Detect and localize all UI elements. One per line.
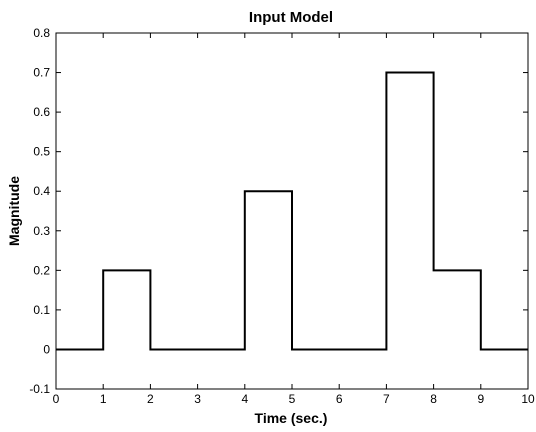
x-axis: 0 1 2 3 4 5 6 7 8 9 10 <box>53 33 535 406</box>
y-tick-label: -0.1 <box>29 382 50 396</box>
x-tick-label: 8 <box>430 392 437 406</box>
x-tick-label: 2 <box>147 392 154 406</box>
x-tick-label: 9 <box>477 392 484 406</box>
y-tick-label: 0.8 <box>33 26 50 40</box>
y-tick-label: 0.6 <box>33 105 50 119</box>
x-axis-label: Time (sec.) <box>255 410 328 426</box>
x-tick-label: 0 <box>53 392 60 406</box>
y-axis: -0.1 0 0.1 0.2 0.3 0.4 0.5 0.6 0.7 0.8 <box>29 26 528 396</box>
series-line <box>56 71 528 351</box>
x-tick-label: 1 <box>100 392 107 406</box>
x-tick-label: 3 <box>194 392 201 406</box>
y-tick-label: 0.3 <box>33 224 50 238</box>
y-tick-label: 0.5 <box>33 145 50 159</box>
x-tick-label: 10 <box>521 392 535 406</box>
x-tick-label: 7 <box>383 392 390 406</box>
y-tick-label: 0.2 <box>33 263 50 277</box>
y-tick-label: 0.7 <box>33 66 50 80</box>
x-tick-label: 5 <box>289 392 296 406</box>
x-tick-label: 6 <box>336 392 343 406</box>
y-tick-label: 0.4 <box>33 184 50 198</box>
chart-title: Input Model <box>249 9 333 26</box>
y-tick-label: 0.1 <box>33 303 50 317</box>
y-tick-label: 0 <box>43 342 50 356</box>
y-axis-label: Magnitude <box>6 176 22 246</box>
x-tick-label: 4 <box>241 392 248 406</box>
